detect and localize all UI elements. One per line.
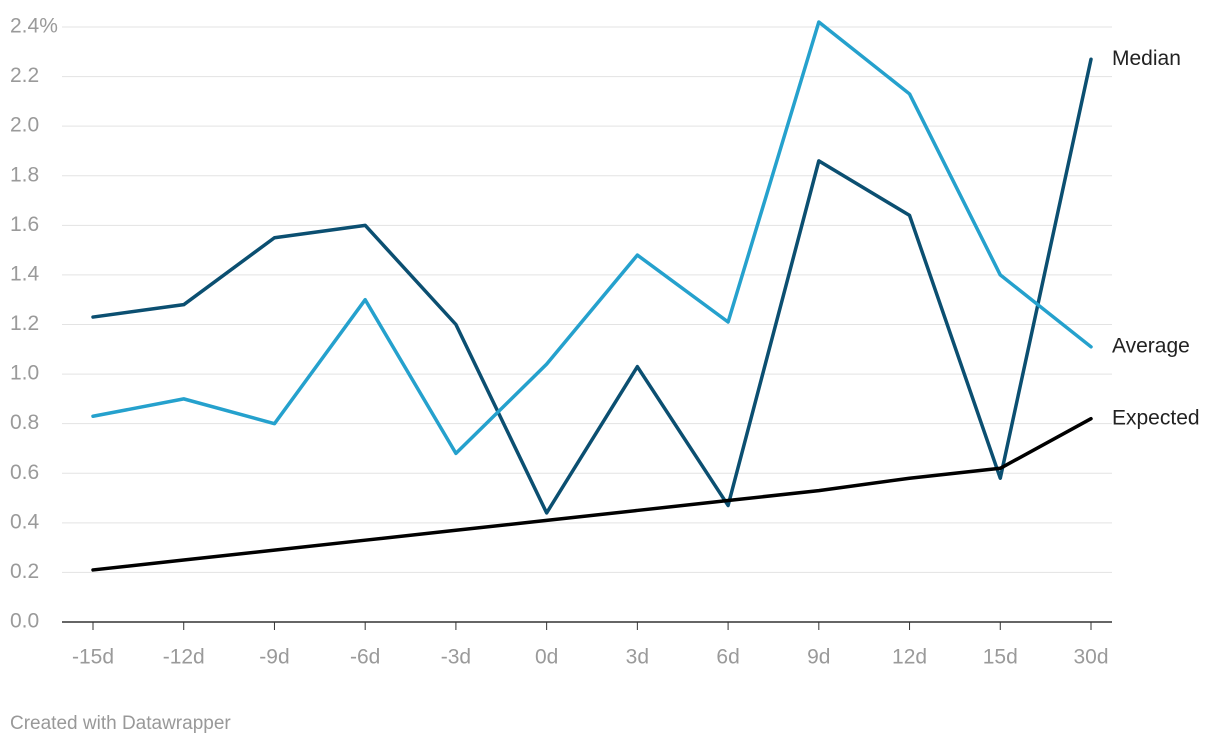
y-tick-label: 0.4 [10, 510, 40, 533]
series-line [91, 20, 1093, 456]
x-tick-label: 6d [716, 646, 739, 669]
y-tick-label: 1.8 [10, 163, 39, 186]
series-label: Expected [1112, 406, 1200, 429]
y-tick-label: 2.0 [10, 114, 39, 137]
credit: Created with Datawrapper [10, 713, 231, 734]
x-tick-label: -12d [163, 646, 205, 669]
y-tick-label: 0.8 [10, 411, 39, 434]
x-tick-label: 3d [626, 646, 649, 669]
x-tick-label: 0d [535, 646, 558, 669]
x-tick-label: -3d [441, 646, 471, 669]
x-tick-label: 9d [807, 646, 830, 669]
y-tick-label: 1.4 [10, 262, 40, 285]
y-tick-label: 2.4% [10, 15, 58, 38]
x-tick-label: 15d [983, 646, 1018, 669]
y-tick-label: 0.0 [10, 610, 39, 633]
y-tick-label: 0.6 [10, 461, 39, 484]
y-tick-label: 0.2 [10, 560, 39, 583]
series-label: Median [1112, 47, 1181, 70]
x-tick-label: -6d [350, 646, 380, 669]
series-label: Average [1112, 334, 1190, 357]
x-tick-label: -9d [259, 646, 289, 669]
series-line [91, 57, 1093, 515]
y-tick-label: 2.2 [10, 64, 39, 87]
x-tick-label: 30d [1073, 646, 1108, 669]
y-tick-label: 1.0 [10, 362, 39, 385]
y-tick-label: 1.6 [10, 213, 39, 236]
y-tick-label: 1.2 [10, 312, 39, 335]
series-line [91, 416, 1093, 572]
x-tick-label: -15d [72, 646, 114, 669]
x-tick-label: 12d [892, 646, 927, 669]
